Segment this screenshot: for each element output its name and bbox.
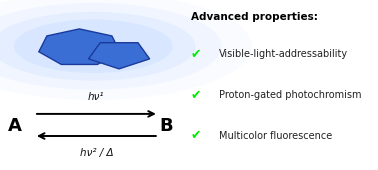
Text: ✔: ✔ [191, 89, 201, 102]
Text: hν² / Δ: hν² / Δ [80, 148, 113, 158]
Ellipse shape [0, 12, 195, 81]
Text: A: A [8, 117, 22, 135]
Text: Multicolor fluorescence: Multicolor fluorescence [219, 131, 333, 141]
Text: Advanced properties:: Advanced properties: [191, 12, 318, 22]
Text: Visible-light-addressability: Visible-light-addressability [219, 49, 349, 59]
Text: Proton-gated photochromism: Proton-gated photochromism [219, 90, 362, 100]
Text: ✔: ✔ [191, 48, 201, 61]
Polygon shape [39, 29, 120, 64]
Text: B: B [160, 117, 173, 135]
Ellipse shape [0, 0, 252, 100]
Text: ✔: ✔ [191, 130, 201, 142]
Ellipse shape [0, 3, 222, 90]
Polygon shape [88, 43, 150, 69]
Text: hν¹: hν¹ [88, 92, 105, 102]
Ellipse shape [14, 20, 173, 73]
